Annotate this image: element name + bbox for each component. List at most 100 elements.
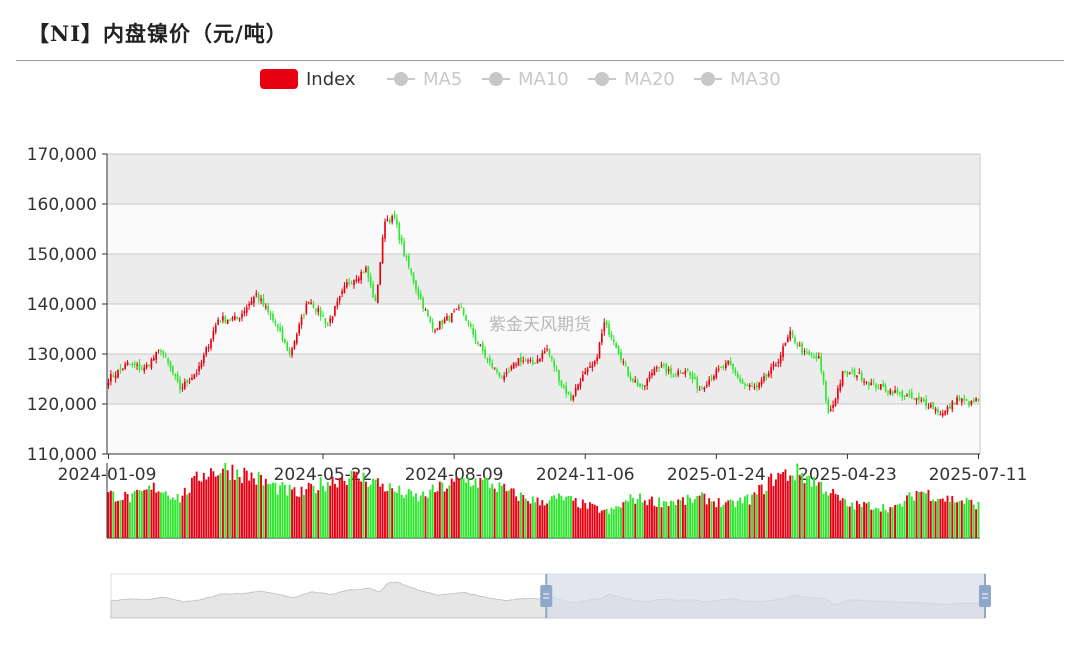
volume-bar xyxy=(281,482,284,538)
candle-body xyxy=(438,321,441,329)
candle xyxy=(567,391,570,395)
volume-bar xyxy=(779,473,782,538)
candle-body xyxy=(560,380,563,386)
candle xyxy=(593,360,596,367)
candle-body xyxy=(617,345,620,354)
volume-bar xyxy=(896,504,899,538)
candle-body xyxy=(288,350,291,354)
candle xyxy=(162,350,165,359)
candle-body xyxy=(813,356,815,358)
volume-bar xyxy=(119,500,122,538)
candle xyxy=(772,361,775,371)
candle xyxy=(443,316,446,324)
candle-body xyxy=(226,319,229,324)
candle-body xyxy=(553,360,556,368)
slider-window[interactable] xyxy=(546,574,985,618)
volume-bar xyxy=(755,494,758,538)
volume-bar xyxy=(729,499,732,538)
candle-body xyxy=(975,398,977,401)
candle xyxy=(565,381,567,398)
candle xyxy=(381,234,384,265)
volume-bar xyxy=(717,498,720,538)
candle xyxy=(570,391,572,402)
volume-bar xyxy=(884,509,887,538)
candle xyxy=(624,360,627,367)
volume-bar xyxy=(558,493,560,538)
candle xyxy=(241,310,243,322)
volume-bar xyxy=(960,500,963,538)
volume-bar xyxy=(941,498,944,538)
candle-body xyxy=(851,370,854,372)
candle-body xyxy=(972,400,975,403)
candle xyxy=(636,378,639,388)
legend-label-ma30: MA30 xyxy=(730,69,781,90)
candle-body xyxy=(145,364,148,368)
volume-bar xyxy=(948,501,951,538)
volume-bar xyxy=(586,508,589,538)
volume-bar xyxy=(496,491,498,538)
volume-bar xyxy=(701,492,703,538)
candle xyxy=(627,366,629,378)
volume-bar xyxy=(453,481,456,538)
candle xyxy=(315,308,317,315)
candle-body xyxy=(815,355,818,359)
candle xyxy=(365,265,367,273)
volume-bar xyxy=(696,496,699,538)
candle xyxy=(508,367,510,374)
candle-body xyxy=(136,364,138,366)
legend-label-ma10: MA10 xyxy=(518,69,569,90)
candle-body xyxy=(808,351,811,355)
candle xyxy=(169,360,172,372)
y-tick-label: 120,000 xyxy=(27,395,97,415)
candle-body xyxy=(786,337,789,343)
candle xyxy=(922,397,925,403)
volume-bar xyxy=(824,491,827,538)
volume-bar xyxy=(148,485,150,538)
volume-bar xyxy=(589,502,591,538)
volume-bar xyxy=(202,472,205,538)
candle xyxy=(167,357,169,367)
candle-body xyxy=(848,372,851,375)
volume-bar xyxy=(500,485,503,538)
zoom-slider[interactable] xyxy=(110,573,991,619)
candle xyxy=(672,373,675,378)
candle-body xyxy=(729,360,732,366)
volume-bar xyxy=(376,478,379,538)
candle-body xyxy=(782,346,784,358)
volume-bar xyxy=(875,507,877,538)
volume-bar xyxy=(794,480,796,538)
candle-body xyxy=(939,414,942,416)
candle-body xyxy=(596,357,598,362)
candle-body xyxy=(274,321,277,324)
plot-band xyxy=(107,354,980,404)
candle xyxy=(629,371,632,382)
candle xyxy=(682,372,684,374)
candle-body xyxy=(632,378,634,382)
candle-body xyxy=(341,291,343,295)
candle-body xyxy=(293,341,296,349)
candle xyxy=(322,311,324,318)
candle-body xyxy=(803,351,806,353)
volume-bar xyxy=(724,502,727,538)
candle xyxy=(217,316,219,326)
candle xyxy=(400,234,403,246)
candle-body xyxy=(422,298,424,309)
candle-body xyxy=(243,311,246,314)
volume-bar xyxy=(407,488,410,538)
candle-body xyxy=(801,343,803,354)
candle xyxy=(460,302,463,309)
volume-bar xyxy=(555,498,558,538)
candle-body xyxy=(279,326,281,331)
candle-body xyxy=(181,387,184,389)
volume-bar xyxy=(963,503,966,538)
volume-bar xyxy=(765,490,768,538)
candle-body xyxy=(579,381,582,387)
volume-bar xyxy=(620,507,622,538)
slider-handle-left[interactable] xyxy=(540,574,553,618)
volume-bar xyxy=(210,468,212,538)
legend-label-ma5: MA5 xyxy=(423,69,462,90)
volume-bar xyxy=(312,485,315,538)
volume-bar xyxy=(622,502,625,538)
slider-handle-right[interactable] xyxy=(979,574,991,618)
candle-body xyxy=(896,389,899,393)
